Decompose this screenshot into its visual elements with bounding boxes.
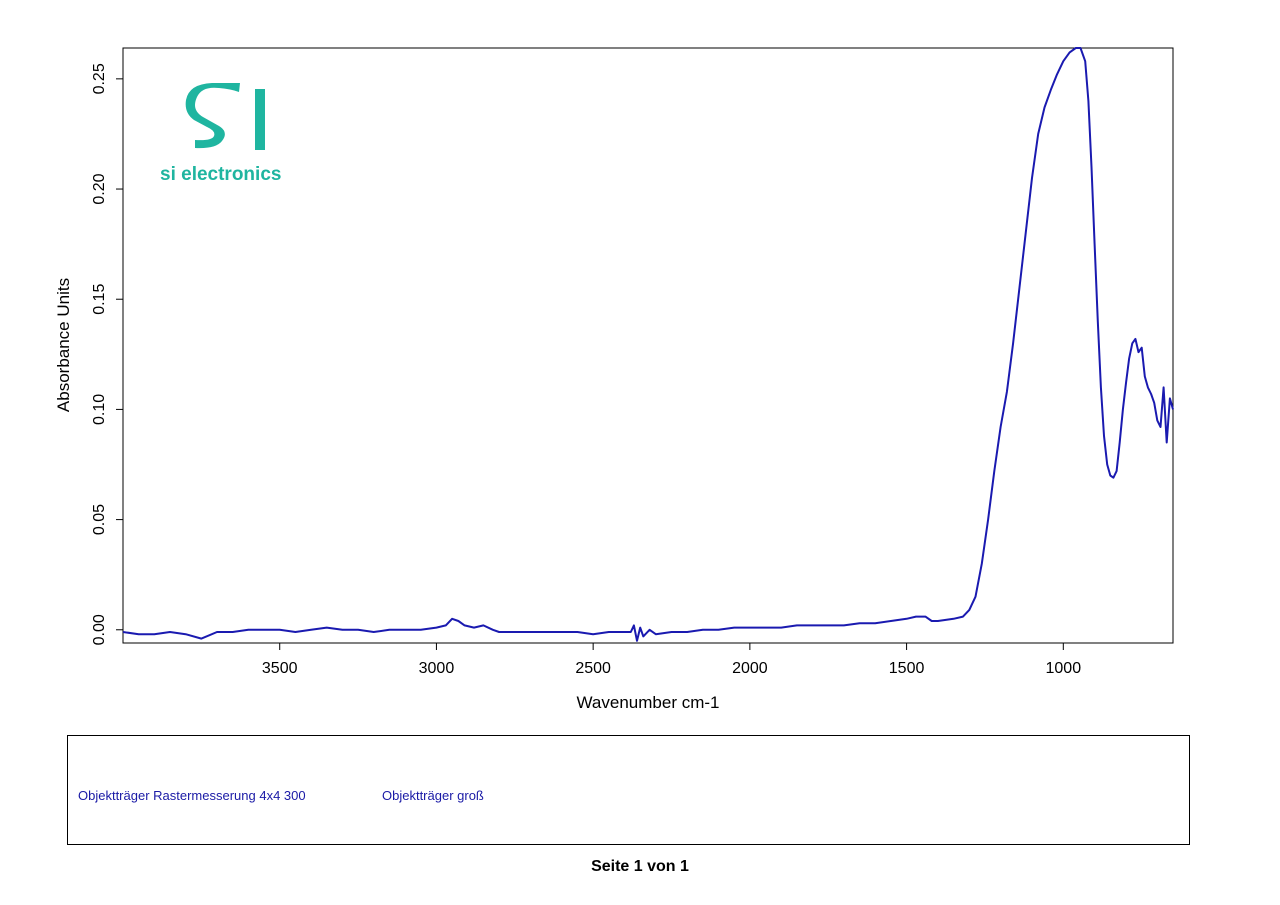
y-tick-label: 0.10 — [91, 394, 108, 425]
x-tick-label: 2500 — [575, 660, 611, 677]
y-tick-label: 0.05 — [91, 504, 108, 535]
page-footer: Seite 1 von 1 — [591, 858, 689, 875]
y-axis-title: Absorbance Units — [54, 278, 73, 412]
y-tick-label: 0.00 — [91, 614, 108, 645]
y-tick-label: 0.15 — [91, 284, 108, 315]
x-tick-label: 1000 — [1046, 660, 1082, 677]
x-axis-title: Wavenumber cm-1 — [577, 693, 720, 712]
x-axis: 3500 3000 2500 2000 1500 1000 — [262, 643, 1081, 677]
y-tick-label: 0.20 — [91, 173, 108, 204]
x-tick-label: 1500 — [889, 660, 925, 677]
si-logo-mark-icon — [185, 83, 265, 150]
y-axis: 0.00 0.05 0.10 0.15 0.20 0.25 — [91, 63, 123, 645]
y-tick-label: 0.25 — [91, 63, 108, 94]
plot-frame — [122, 47, 1174, 644]
logo-text: si electronics — [160, 164, 281, 185]
legend-entry: Objektträger Rastermesserung 4x4 300 — [78, 788, 306, 803]
x-tick-label: 3500 — [262, 660, 298, 677]
x-tick-label: 2000 — [732, 660, 768, 677]
spectrum-chart: 3500 3000 2500 2000 1500 1000 0.00 0.05 0.10 0.1… — [54, 47, 1174, 712]
legend-entry: Objektträger groß — [382, 788, 484, 803]
si-electronics-logo: si electronics — [160, 83, 281, 185]
legend-box: Objektträger Rastermesserung 4x4 300 Obj… — [67, 735, 1190, 845]
spectrum-series-line — [122, 47, 1174, 642]
x-tick-label: 3000 — [419, 660, 455, 677]
